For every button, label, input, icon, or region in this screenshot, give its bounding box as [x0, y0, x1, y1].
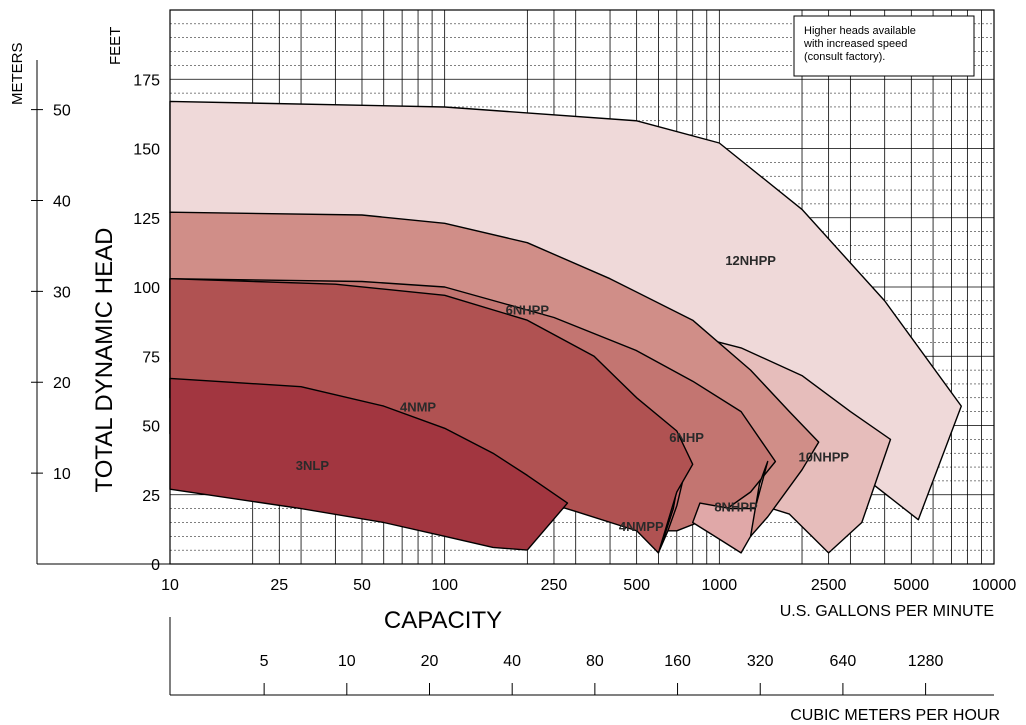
cmh-tick-label: 40: [503, 653, 521, 670]
region-8nhpp: [692, 460, 769, 554]
cmh-tick-label: 80: [586, 653, 604, 670]
gpm-tick-label: 50: [353, 577, 371, 594]
meters-tick-label: 40: [53, 193, 71, 210]
cmh-tick-label: 20: [421, 653, 439, 670]
feet-tick-label: 150: [133, 142, 160, 159]
meters-tick-label: 30: [53, 284, 71, 301]
cmh-tick-label: 320: [747, 653, 774, 670]
cmh-tick-label: 160: [664, 653, 691, 670]
gpm-tick-label: 1000: [702, 577, 738, 594]
feet-tick-label: 100: [133, 280, 160, 297]
region-3nlp: [169, 377, 569, 551]
meters-tick-label: 10: [53, 466, 71, 483]
feet-tick-label: 75: [142, 349, 160, 366]
feet-tick-labels: 0 25 50 75 100 125 150 175: [133, 72, 160, 574]
label-6nhpp: 6NHPP: [506, 303, 550, 318]
model-regions: [169, 100, 962, 554]
note-box: [793, 15, 975, 77]
cmh-tick-label: 1280: [908, 653, 944, 670]
cmh-tick-labels: 5 10 20 40 80 160 320 640 1280: [260, 653, 944, 695]
feet-tick-label: 50: [142, 419, 160, 436]
note-line-3: (consult factory).: [804, 51, 885, 63]
x-axis-title: CAPACITY: [384, 607, 502, 634]
label-10nhpp: 10NHPP: [798, 450, 849, 465]
cmh-tick-label: 640: [830, 653, 857, 670]
label-4nmpp: 4NMPP: [619, 519, 664, 534]
meters-tick-label: 20: [53, 375, 71, 392]
gpm-tick-label: 10: [161, 577, 179, 594]
note-line-1: Higher heads available: [804, 25, 916, 37]
cmh-tick-label: 5: [260, 653, 269, 670]
meters-unit-label: METERS: [9, 42, 26, 105]
label-6nhp: 6NHP: [669, 430, 704, 445]
gpm-tick-label: 10000: [972, 577, 1017, 594]
feet-tick-label: 25: [142, 488, 160, 505]
gpm-tick-label: 25: [270, 577, 288, 594]
gpm-tick-label: 5000: [894, 577, 930, 594]
y-axis-title: TOTAL DYNAMIC HEAD: [91, 228, 118, 493]
label-4nmp: 4NMP: [400, 400, 436, 415]
gpm-tick-label: 500: [623, 577, 650, 594]
gpm-tick-label: 100: [431, 577, 458, 594]
feet-unit-label: FEET: [107, 27, 124, 65]
feet-tick-label: 175: [133, 72, 160, 89]
gpm-tick-label: 250: [541, 577, 568, 594]
gpm-unit-label: U.S. GALLONS PER MINUTE: [780, 603, 994, 620]
label-12nhpp: 12NHPP: [725, 253, 776, 268]
label-3nlp: 3NLP: [296, 458, 330, 473]
model-labels: 12NHPP 6NHPP 4NMP 6NHP 10NHPP 3NLP 8NHPP 4NMPP: [296, 253, 850, 534]
gpm-tick-labels: 10 25 50 100 250 500 1000 2500 5000 10000: [161, 577, 1016, 594]
gpm-tick-label: 2500: [811, 577, 847, 594]
cmh-tick-label: 10: [338, 653, 356, 670]
cmh-unit-label: CUBIC METERS PER HOUR: [790, 707, 1000, 724]
meters-tick-labels: 10 20 30 40 50: [31, 103, 71, 483]
note-line-2: with increased speed: [803, 38, 907, 50]
label-8nhpp: 8NHPP: [714, 499, 758, 514]
feet-tick-label: 0: [151, 557, 160, 574]
meters-tick-label: 50: [53, 103, 71, 120]
feet-tick-label: 125: [133, 211, 160, 228]
